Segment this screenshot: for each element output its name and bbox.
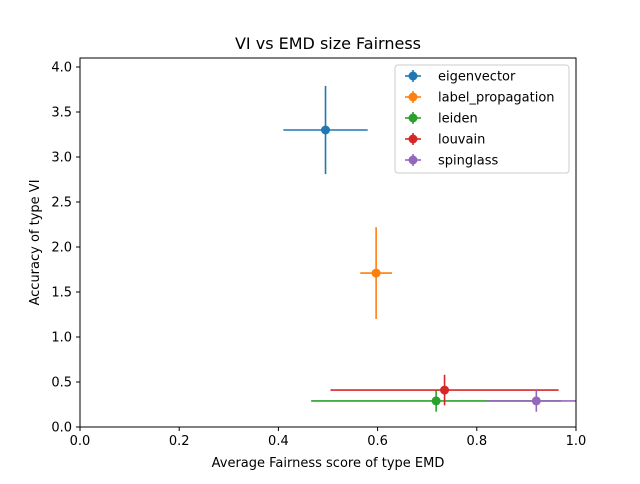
legend-label: label_propagation bbox=[438, 91, 555, 106]
legend-marker-dot bbox=[408, 92, 418, 102]
y-tick-label: 4.0 bbox=[51, 61, 72, 76]
legend-label: spinglass bbox=[438, 154, 498, 169]
legend-item-label_propagation: label_propagation bbox=[405, 91, 555, 106]
x-tick-label: 0.6 bbox=[367, 434, 388, 449]
axes-frame bbox=[79, 57, 577, 428]
data-point bbox=[431, 396, 441, 406]
legend-item-spinglass: spinglass bbox=[405, 154, 498, 169]
legend-item-leiden: leiden bbox=[405, 112, 478, 127]
y-tick-label: 1.5 bbox=[51, 286, 72, 301]
y-axis: 0.0 0.5 1.0 1.5 2.0 2.5 3.0 3.5 4.0 bbox=[51, 61, 80, 436]
y-tick-label: 0.0 bbox=[51, 421, 72, 436]
x-axis: 0.0 0.2 0.4 0.6 0.8 1.0 bbox=[70, 427, 587, 449]
x-tick-label: 0.4 bbox=[268, 434, 289, 449]
legend-label: eigenvector bbox=[438, 70, 516, 85]
legend-marker-dot bbox=[408, 113, 418, 123]
legend-box bbox=[394, 64, 570, 174]
data-point bbox=[321, 125, 331, 135]
y-tick-label: 3.5 bbox=[51, 106, 72, 121]
y-tick-label: 2.5 bbox=[51, 196, 72, 211]
chart-title: VI vs EMD size Fairness bbox=[235, 34, 421, 53]
series-eigenvector bbox=[283, 85, 368, 175]
y-tick-label: 2.0 bbox=[51, 241, 72, 256]
x-tick-label: 0.2 bbox=[169, 434, 190, 449]
x-tick-label: 0.0 bbox=[70, 434, 91, 449]
x-axis-label: Average Fairness score of type EMD bbox=[212, 456, 445, 471]
series-label_propagation bbox=[360, 227, 392, 319]
series-louvain bbox=[330, 374, 559, 406]
legend-marker-dot bbox=[408, 71, 418, 81]
legend-marker-dot bbox=[408, 155, 418, 165]
series-spinglass bbox=[486, 390, 576, 412]
legend-item-eigenvector: eigenvector bbox=[405, 70, 516, 85]
data-point bbox=[531, 396, 541, 406]
data-point bbox=[371, 268, 381, 278]
legend-item-louvain: louvain bbox=[405, 133, 485, 148]
plot-area bbox=[283, 85, 576, 412]
legend-marker-dot bbox=[408, 134, 418, 144]
y-tick-label: 3.0 bbox=[51, 151, 72, 166]
x-tick-label: 1.0 bbox=[566, 434, 587, 449]
data-point bbox=[440, 385, 450, 395]
legend-label: leiden bbox=[438, 112, 478, 127]
y-tick-label: 0.5 bbox=[51, 376, 72, 391]
y-tick-label: 1.0 bbox=[51, 331, 72, 346]
x-tick-label: 0.8 bbox=[466, 434, 487, 449]
y-axis-label: Accuracy of type VI bbox=[28, 179, 43, 305]
legend-label: louvain bbox=[438, 133, 485, 148]
